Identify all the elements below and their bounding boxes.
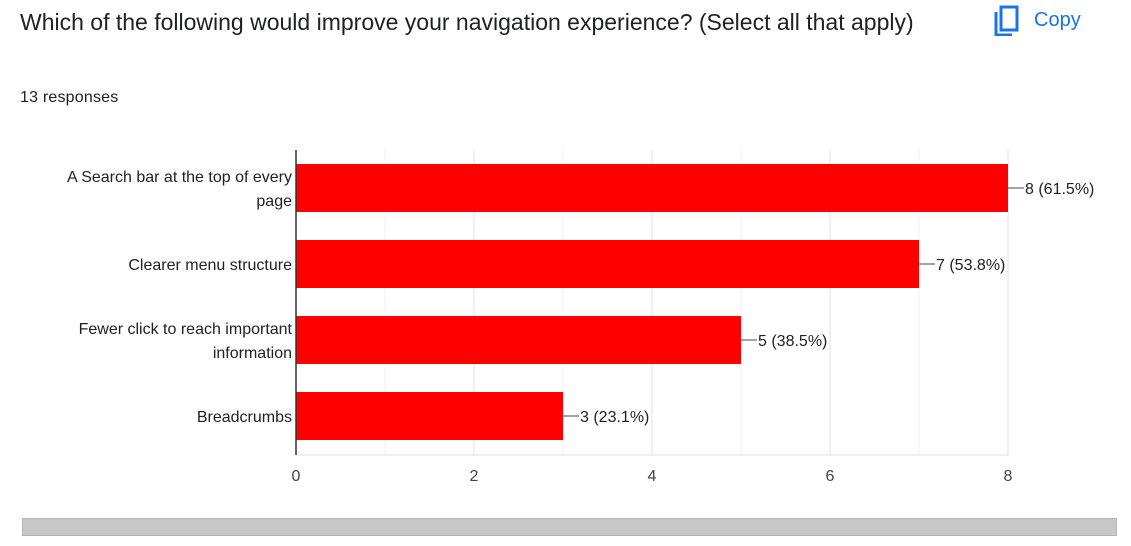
category-label: A Search bar at the top of every page <box>67 169 292 210</box>
data-label: 7 (53.8%) <box>936 257 1005 274</box>
x-tick-label: 8 <box>1004 468 1013 485</box>
data-label: 3 (23.1%) <box>580 409 649 426</box>
copy-button[interactable]: Copy <box>994 2 1081 38</box>
data-label: 5 (38.5%) <box>758 333 827 350</box>
x-tick-label: 0 <box>292 468 301 485</box>
category-label: Breadcrumbs <box>197 409 292 426</box>
bar <box>296 392 563 440</box>
copy-label: Copy <box>1034 8 1081 31</box>
question-title: Which of the following would improve you… <box>20 9 914 35</box>
copy-icon <box>994 5 1019 36</box>
x-tick-label: 4 <box>648 468 657 485</box>
x-tick-label: 2 <box>470 468 479 485</box>
response-count: 13 responses <box>20 89 119 106</box>
category-label: Fewer click to reach important informatio… <box>79 321 293 362</box>
x-tick-label: 6 <box>826 468 835 485</box>
bar <box>296 316 741 364</box>
data-label: 8 (61.5%) <box>1025 181 1094 198</box>
bar <box>296 164 1008 212</box>
bar-chart: A Search bar at the top of every page 8 (6… <box>67 150 1094 485</box>
horizontal-scrollbar[interactable] <box>22 518 1117 536</box>
category-label: Clearer menu structure <box>128 257 292 274</box>
bar <box>296 240 919 288</box>
